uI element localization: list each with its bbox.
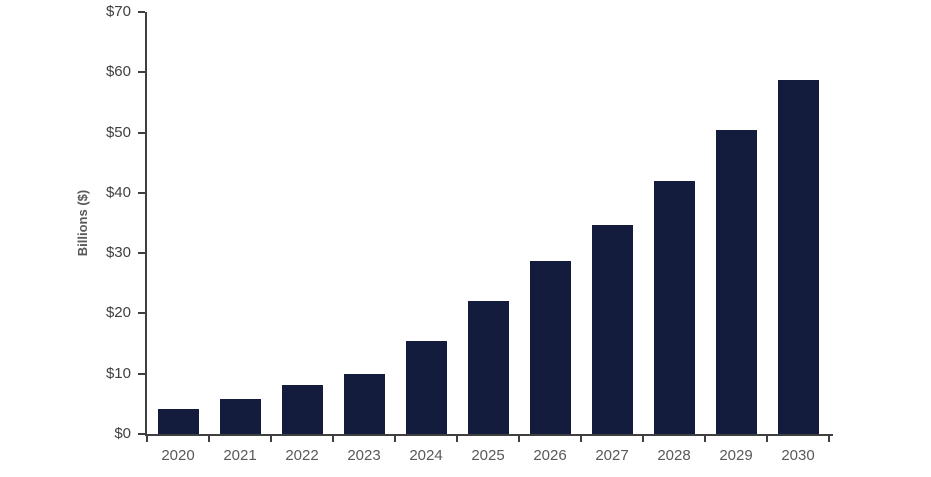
x-tick-mark	[704, 436, 706, 442]
x-tick-mark	[332, 436, 334, 442]
bar-2028	[653, 180, 695, 434]
x-tick-label: 2020	[161, 447, 195, 464]
bar-2023	[343, 373, 385, 434]
y-tick-label: $30	[105, 244, 131, 262]
x-tick-mark	[766, 436, 768, 442]
x-tick-label: 2030	[781, 447, 815, 464]
y-tick-mark	[138, 11, 145, 13]
y-tick-label: $70	[105, 3, 131, 20]
x-tick-mark	[518, 436, 520, 442]
x-tick-label: 2027	[595, 447, 629, 464]
bar-2022	[281, 385, 323, 434]
y-tick-label: $10	[105, 364, 131, 382]
x-tick-label: 2023	[347, 447, 381, 464]
y-tick-label: $60	[105, 63, 131, 81]
x-tick-mark	[580, 436, 582, 442]
x-tick-label: 2026	[533, 447, 567, 464]
y-tick-label: $0	[114, 425, 131, 442]
y-tick-mark	[138, 71, 145, 74]
x-tick-mark	[146, 436, 148, 442]
x-tick-mark	[642, 436, 644, 442]
bar-2027	[591, 225, 633, 434]
y-axis-line	[145, 12, 147, 436]
x-tick-mark	[828, 436, 830, 442]
bar-2020	[157, 408, 199, 434]
y-tick-mark	[138, 372, 145, 375]
x-tick-label: 2021	[223, 447, 257, 464]
y-tick-label: $50	[105, 123, 131, 141]
y-tick-label: $20	[105, 304, 131, 322]
x-tick-label: 2024	[409, 447, 443, 464]
y-tick-mark	[138, 433, 145, 435]
x-tick-mark	[208, 436, 210, 442]
x-tick-label: 2028	[657, 447, 691, 464]
y-tick-mark	[138, 131, 145, 134]
y-tick-mark	[138, 191, 145, 194]
plot-area: $0 $10 $20 $30 $40 $50 $60 $70 2020 2021 2022 2023…	[106, 3, 833, 464]
y-tick-mark	[138, 312, 145, 315]
bar-2026	[529, 260, 571, 434]
x-tick-mark	[394, 436, 396, 442]
x-tick-label: 2022	[285, 447, 319, 464]
bar-2021	[219, 399, 261, 434]
bar-2030	[777, 79, 819, 434]
y-tick-mark	[138, 252, 145, 255]
y-tick-label: $40	[105, 183, 131, 201]
x-tick-label: 2029	[719, 447, 753, 464]
x-tick-mark	[456, 436, 458, 442]
bar-2024	[405, 341, 447, 434]
x-tick-mark	[270, 436, 272, 442]
bar-2025	[467, 301, 509, 434]
x-tick-label: 2025	[471, 447, 505, 464]
bar-2029	[715, 129, 757, 434]
x-axis-line	[145, 434, 833, 436]
